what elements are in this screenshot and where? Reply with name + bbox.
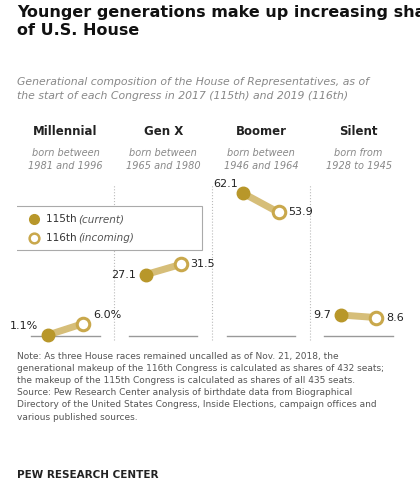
Text: 116th: 116th <box>46 233 80 243</box>
Text: Note: As three House races remained uncalled as of Nov. 21, 2018, the
generation: Note: As three House races remained unca… <box>17 352 384 422</box>
Text: 1.1%: 1.1% <box>10 321 38 331</box>
Text: Generational composition of the House of Representatives, as of
the start of eac: Generational composition of the House of… <box>17 77 369 100</box>
Text: born between
1981 and 1996: born between 1981 and 1996 <box>28 148 103 171</box>
Text: Younger generations make up increasing shares
of U.S. House: Younger generations make up increasing s… <box>17 5 420 38</box>
Text: 27.1: 27.1 <box>111 269 136 279</box>
Text: PEW RESEARCH CENTER: PEW RESEARCH CENTER <box>17 470 158 480</box>
Text: born from
1928 to 1945: born from 1928 to 1945 <box>326 148 391 171</box>
Text: 9.7: 9.7 <box>313 310 331 320</box>
Text: 31.5: 31.5 <box>191 259 215 269</box>
Text: 6.0%: 6.0% <box>93 310 121 320</box>
Text: 62.1: 62.1 <box>214 179 239 189</box>
Text: 53.9: 53.9 <box>288 208 313 218</box>
Text: 8.6: 8.6 <box>386 312 404 322</box>
Text: Gen X: Gen X <box>144 125 183 138</box>
Text: (incoming): (incoming) <box>78 233 134 243</box>
Text: Boomer: Boomer <box>236 125 286 138</box>
FancyBboxPatch shape <box>0 207 202 250</box>
Text: born between
1965 and 1980: born between 1965 and 1980 <box>126 148 201 171</box>
Text: born between
1946 and 1964: born between 1946 and 1964 <box>223 148 298 171</box>
Text: (current): (current) <box>78 214 124 224</box>
Text: 115th: 115th <box>46 214 80 224</box>
Text: Silent: Silent <box>339 125 378 138</box>
Text: Millennial: Millennial <box>33 125 98 138</box>
